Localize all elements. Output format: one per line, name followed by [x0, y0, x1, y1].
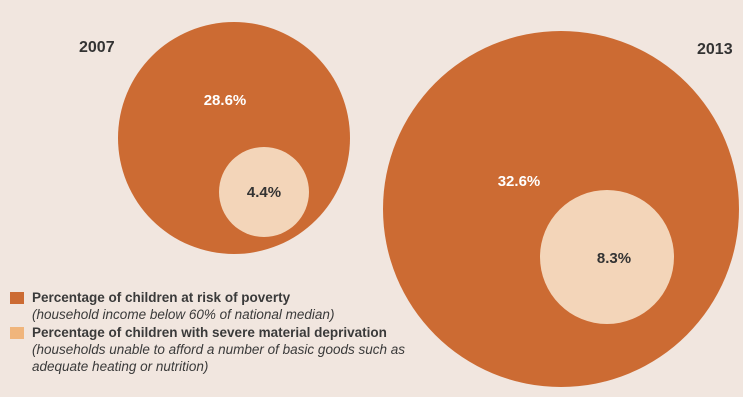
legend-swatch-at-risk: [10, 292, 24, 304]
legend-swatch-severe: [10, 327, 24, 339]
value-label-2013-at-risk: 32.6%: [498, 173, 541, 190]
circle-2013-severe: [540, 190, 674, 324]
legend-desc-at-risk: (household income below 60% of national …: [32, 307, 335, 322]
value-label-2013-severe: 8.3%: [597, 250, 631, 267]
legend-name-at-risk: Percentage of children at risk of povert…: [32, 290, 291, 305]
group-2013: 2013 32.6% 8.3%: [383, 31, 739, 387]
value-label-2007-at-risk: 28.6%: [204, 92, 247, 109]
legend-desc-severe: (households unable to afford a number of…: [32, 342, 405, 374]
legend: Percentage of children at risk of povert…: [10, 289, 440, 375]
legend-item-at-risk: Percentage of children at risk of povert…: [10, 289, 440, 323]
value-label-2007-severe: 4.4%: [247, 184, 281, 201]
legend-name-severe: Percentage of children with severe mater…: [32, 325, 387, 340]
legend-item-severe: Percentage of children with severe mater…: [10, 324, 440, 375]
year-label-2013: 2013: [697, 41, 733, 58]
circle-2007-severe: [219, 147, 309, 237]
year-label-2007: 2007: [79, 39, 115, 56]
group-2007: 2007 28.6% 4.4%: [79, 22, 350, 254]
